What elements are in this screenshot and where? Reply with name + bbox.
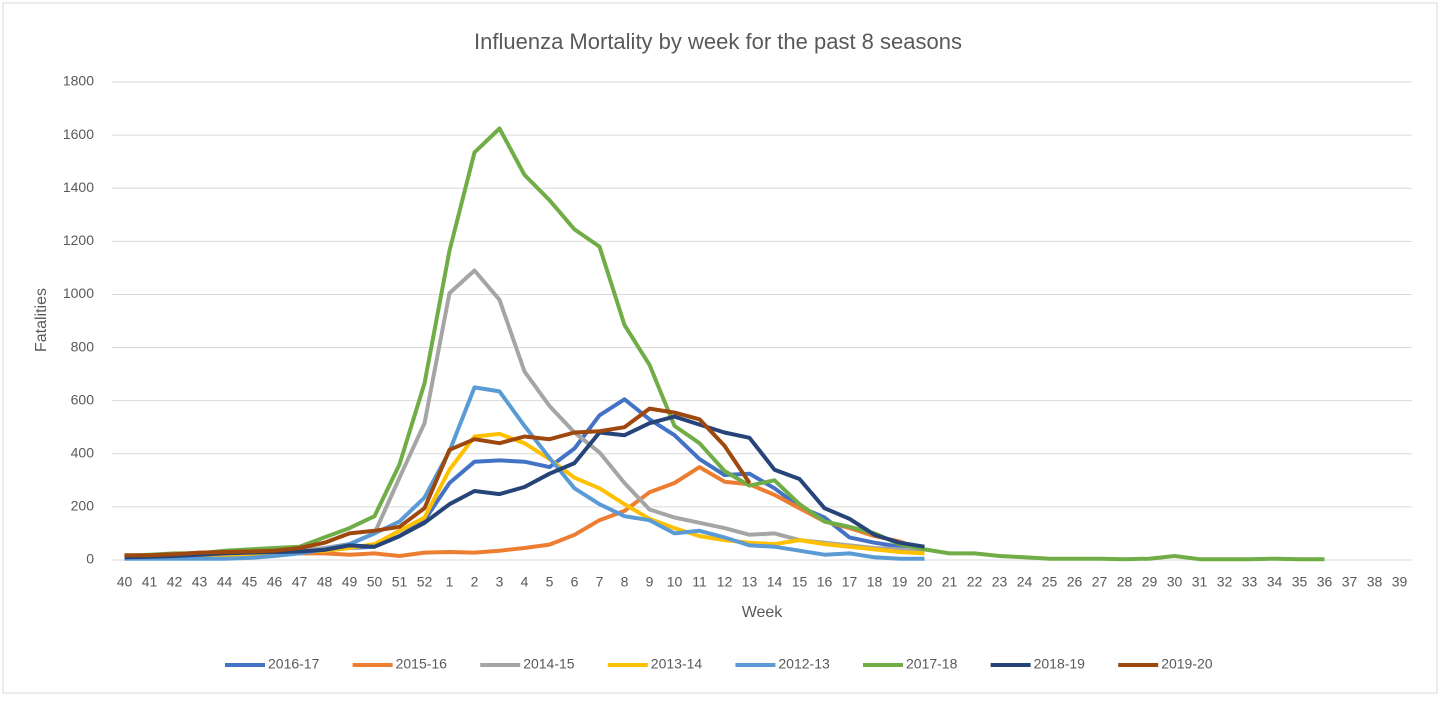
- y-tick-label: 1400: [63, 179, 94, 195]
- x-tick-label: 16: [817, 574, 833, 590]
- x-tick-label: 52: [417, 574, 433, 590]
- x-tick-label: 2: [471, 574, 479, 590]
- x-tick-label: 12: [717, 574, 733, 590]
- y-tick-label: 1000: [63, 285, 94, 301]
- x-tick-label: 44: [217, 574, 233, 590]
- legend-label: 2019-20: [1161, 656, 1213, 672]
- x-tick-label: 38: [1367, 574, 1383, 590]
- x-tick-label: 40: [117, 574, 133, 590]
- x-tick-label: 7: [596, 574, 604, 590]
- x-tick-label: 22: [967, 574, 983, 590]
- x-tick-label: 19: [892, 574, 908, 590]
- x-tick-label: 41: [142, 574, 158, 590]
- x-tick-label: 30: [1167, 574, 1183, 590]
- x-tick-label: 26: [1067, 574, 1083, 590]
- x-tick-label: 23: [992, 574, 1008, 590]
- x-tick-label: 36: [1317, 574, 1333, 590]
- x-tick-label: 27: [1092, 574, 1108, 590]
- x-tick-label: 3: [496, 574, 504, 590]
- x-tick-label: 43: [192, 574, 208, 590]
- y-tick-label: 1600: [63, 126, 94, 142]
- x-tick-label: 47: [292, 574, 308, 590]
- x-tick-label: 33: [1242, 574, 1258, 590]
- x-tick-label: 15: [792, 574, 808, 590]
- x-tick-label: 20: [917, 574, 933, 590]
- legend-label: 2013-14: [651, 656, 703, 672]
- y-tick-label: 600: [71, 391, 95, 407]
- x-axis-label: Week: [742, 604, 784, 621]
- y-tick-label: 1200: [63, 232, 94, 248]
- x-tick-label: 18: [867, 574, 883, 590]
- x-tick-label: 39: [1392, 574, 1408, 590]
- x-tick-label: 21: [942, 574, 958, 590]
- x-tick-label: 29: [1142, 574, 1158, 590]
- x-tick-label: 6: [571, 574, 579, 590]
- x-tick-label: 51: [392, 574, 408, 590]
- x-tick-label: 45: [242, 574, 258, 590]
- x-tick-label: 34: [1267, 574, 1283, 590]
- x-tick-label: 11: [692, 574, 707, 590]
- x-tick-label: 42: [167, 574, 183, 590]
- x-tick-label: 35: [1292, 574, 1308, 590]
- legend-label: 2014-15: [523, 656, 575, 672]
- series-line: [124, 385, 925, 561]
- legend-label: 2018-19: [1034, 656, 1086, 672]
- x-tick-label: 9: [646, 574, 654, 590]
- x-tick-label: 8: [621, 574, 629, 590]
- x-tick-label: 24: [1017, 574, 1033, 590]
- x-tick-label: 14: [767, 574, 783, 590]
- legend-label: 2015-16: [396, 656, 448, 672]
- x-tick-label: 25: [1042, 574, 1058, 590]
- series-line: [124, 126, 1325, 562]
- x-tick-label: 31: [1192, 574, 1208, 590]
- x-tick-label: 28: [1117, 574, 1133, 590]
- x-tick-label: 49: [342, 574, 358, 590]
- legend-label: 2012-13: [778, 656, 830, 672]
- x-tick-label: 37: [1342, 574, 1358, 590]
- x-tick-label: 46: [267, 574, 283, 590]
- x-tick-label: 4: [521, 574, 529, 590]
- y-tick-label: 200: [71, 498, 95, 514]
- x-tick-label: 50: [367, 574, 383, 590]
- x-tick-label: 10: [667, 574, 683, 590]
- y-axis-label: Fatalities: [33, 288, 50, 352]
- y-tick-label: 400: [71, 444, 95, 460]
- x-tick-label: 13: [742, 574, 758, 590]
- chart-title: Influenza Mortality by week for the past…: [474, 29, 962, 54]
- x-tick-label: 17: [842, 574, 858, 590]
- y-tick-label: 800: [71, 338, 95, 354]
- x-tick-label: 1: [446, 574, 454, 590]
- x-tick-label: 5: [546, 574, 554, 590]
- x-tick-label: 32: [1217, 574, 1233, 590]
- x-tick-label: 48: [317, 574, 333, 590]
- series-line: [124, 406, 752, 558]
- legend-label: 2017-18: [906, 656, 958, 672]
- y-tick-label: 1800: [63, 73, 94, 89]
- legend-label: 2016-17: [268, 656, 320, 672]
- y-tick-label: 0: [86, 551, 94, 567]
